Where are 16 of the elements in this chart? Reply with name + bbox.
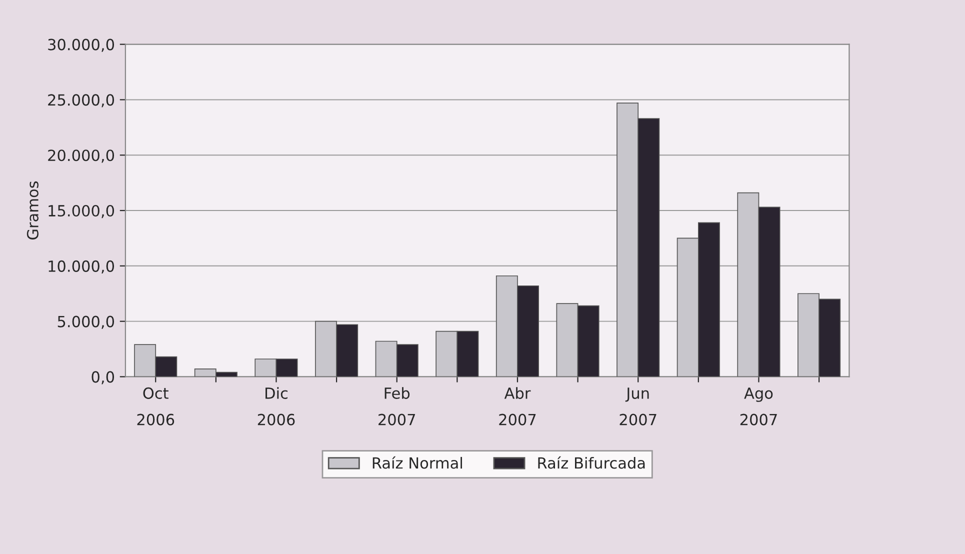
- y-tick-label: 15.000,0: [48, 204, 114, 218]
- x-tick-label: Abr 2007: [499, 387, 536, 426]
- x-tick-label: Ago 2007: [740, 388, 777, 426]
- x-tick-label: Jun 2007: [620, 388, 656, 426]
- y-tick-label: 25.000,0: [48, 94, 114, 108]
- x-tick-label: Dic 2006: [258, 387, 295, 426]
- y-tick-label: 5.000,0: [58, 316, 114, 329]
- y-tick-label: 30.000,0: [48, 38, 114, 52]
- y-tick-label: 20.000,0: [48, 150, 114, 163]
- x-tick-label: Feb 2007: [378, 387, 415, 426]
- y-tick-label: 10.000,0: [48, 260, 114, 274]
- y-axis-title: Gramos: [26, 181, 38, 240]
- legend-label: Raíz Normal: [372, 456, 462, 469]
- x-tick-label: Oct 2006: [137, 387, 174, 426]
- y-tick-label: 0,0: [92, 371, 114, 384]
- legend-label: Raíz Bifurcada: [538, 456, 645, 469]
